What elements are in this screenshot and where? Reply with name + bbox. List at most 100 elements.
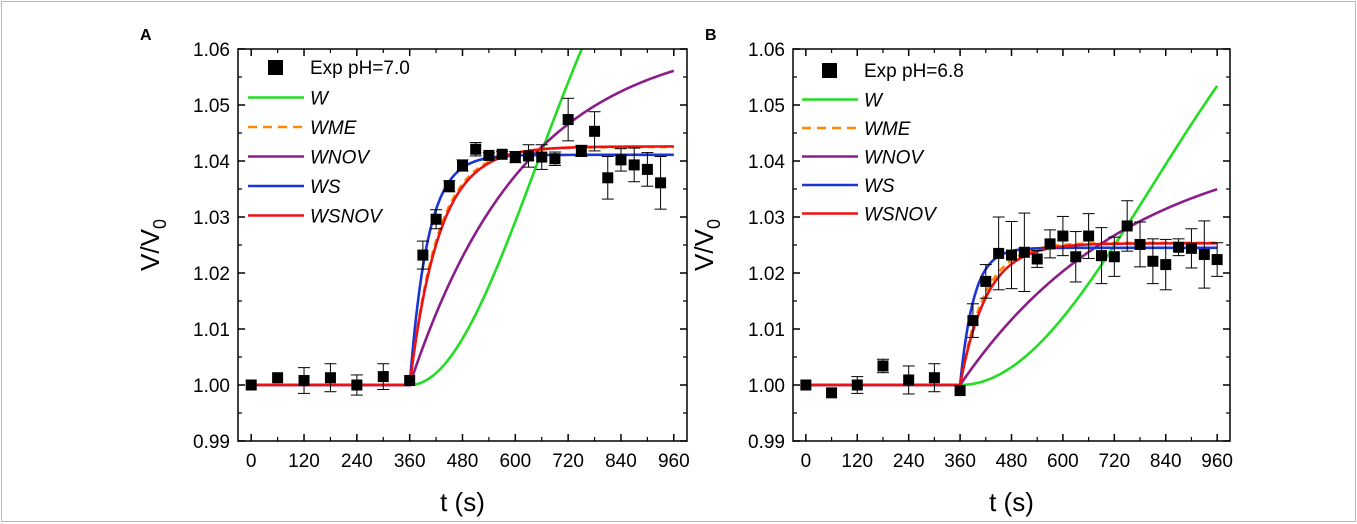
data-point	[496, 148, 508, 160]
plot-frame	[792, 48, 1231, 442]
data-point	[430, 213, 442, 225]
legend-marker-exp	[822, 63, 837, 78]
y-axis-title: V/V0	[135, 219, 170, 271]
legend-label-w: W	[310, 89, 330, 110]
x-tick-label: 240	[341, 451, 373, 472]
data-point	[826, 387, 838, 399]
series-line-wsnov	[251, 145, 674, 387]
data-point	[1018, 246, 1030, 258]
data-point	[457, 159, 468, 171]
x-tick-label: 120	[841, 451, 873, 472]
y-tick-label: 1.02	[193, 264, 230, 285]
y-axis-title-main: V/V	[689, 228, 719, 271]
x-axis-title: t (s)	[440, 487, 485, 517]
y-tick-label: 1.06	[748, 40, 785, 61]
data-point	[954, 385, 966, 397]
data-point	[1095, 250, 1107, 262]
y-tick-label: 0.99	[748, 432, 785, 453]
plot-area	[800, 85, 1224, 399]
data-point	[562, 114, 574, 126]
legend-label-wnov: WNOV	[310, 148, 371, 169]
data-point	[324, 372, 336, 384]
data-point	[443, 180, 455, 192]
y-tick-label: 1.06	[193, 40, 230, 61]
legend-label-wme: WME	[310, 118, 357, 139]
y-tick-label: 1.05	[748, 96, 785, 117]
x-tick-label: 600	[1047, 451, 1079, 472]
data-point	[602, 172, 614, 184]
y-axis-title-subscript: 0	[704, 219, 724, 229]
legend-label-ws: WS	[864, 176, 895, 197]
x-tick-label: 840	[1150, 451, 1182, 472]
x-tick-label: 0	[801, 451, 812, 472]
x-tick-label: 360	[944, 451, 976, 472]
x-tick-label: 240	[893, 451, 925, 472]
y-tick-label: 1.01	[748, 320, 785, 341]
data-point	[470, 143, 482, 155]
data-point	[536, 151, 548, 163]
x-tick-label: 960	[658, 451, 690, 472]
data-point	[1057, 230, 1069, 242]
x-tick-label: 720	[552, 451, 584, 472]
data-point	[628, 159, 640, 171]
x-tick-label: 720	[1098, 451, 1130, 472]
data-point	[851, 379, 863, 391]
data-point	[351, 379, 363, 391]
y-tick-label: 1.05	[193, 96, 230, 117]
data-point	[1134, 238, 1146, 250]
x-tick-label: 840	[605, 451, 637, 472]
legend-label-w: W	[864, 91, 884, 112]
y-axis-title-subscript: 0	[150, 219, 170, 229]
y-tick-label: 1.03	[193, 208, 230, 229]
x-tick-label: 360	[394, 451, 426, 472]
y-axis-title: V/V0	[689, 219, 724, 271]
plot-frame	[237, 48, 688, 442]
data-point	[575, 145, 587, 157]
data-point	[928, 372, 940, 384]
x-axis-title: t (s)	[989, 487, 1034, 517]
chart-panel-b: B 0 120 240 360 480 600 720 840 960 0.99 1.00 1.01 1.…	[689, 27, 1233, 517]
data-point	[1173, 241, 1185, 253]
y-tick-label: 1.02	[748, 264, 785, 285]
legend-label-wnov: WNOV	[864, 148, 925, 169]
y-tick-label: 0.99	[193, 432, 230, 453]
data-point	[1083, 230, 1095, 242]
legend-label-exp: Exp pH=7.0	[310, 58, 410, 79]
data-point	[1070, 251, 1082, 263]
data-point	[523, 150, 535, 162]
y-tick-label: 1.04	[748, 152, 785, 173]
legend-label-ws: WS	[310, 177, 341, 198]
data-point	[641, 163, 653, 175]
y-tick-label: 1.03	[748, 208, 785, 229]
legend-label-wsnov: WSNOV	[310, 207, 384, 228]
x-tick-label: 480	[996, 451, 1028, 472]
data-point	[245, 379, 257, 391]
panel-label: A	[140, 27, 152, 44]
data-point	[1185, 242, 1197, 254]
x-tick-label: 480	[447, 451, 479, 472]
legend: Exp pH=7.0 W WME WNOV WS WSNOV	[248, 58, 410, 228]
legend-label-wsnov: WSNOV	[864, 205, 938, 226]
data-point	[1006, 249, 1017, 261]
data-point	[483, 149, 495, 161]
x-tick-label: 960	[1201, 451, 1233, 472]
data-point	[1160, 259, 1172, 271]
legend-label-wme: WME	[864, 119, 911, 140]
data-point	[903, 374, 915, 386]
data-point	[967, 315, 979, 327]
data-point	[877, 360, 889, 372]
legend-label-exp: Exp pH=6.8	[864, 61, 964, 82]
data-point	[298, 375, 310, 387]
data-point	[1031, 253, 1043, 265]
data-point	[509, 151, 521, 163]
y-tick-label: 1.04	[193, 152, 230, 173]
data-point	[615, 154, 627, 166]
y-tick-label: 1.00	[193, 376, 230, 397]
data-point	[1108, 251, 1120, 263]
data-point	[1211, 254, 1223, 266]
y-tick-label: 1.00	[748, 376, 785, 397]
data-point	[800, 379, 812, 391]
data-point	[980, 275, 992, 287]
